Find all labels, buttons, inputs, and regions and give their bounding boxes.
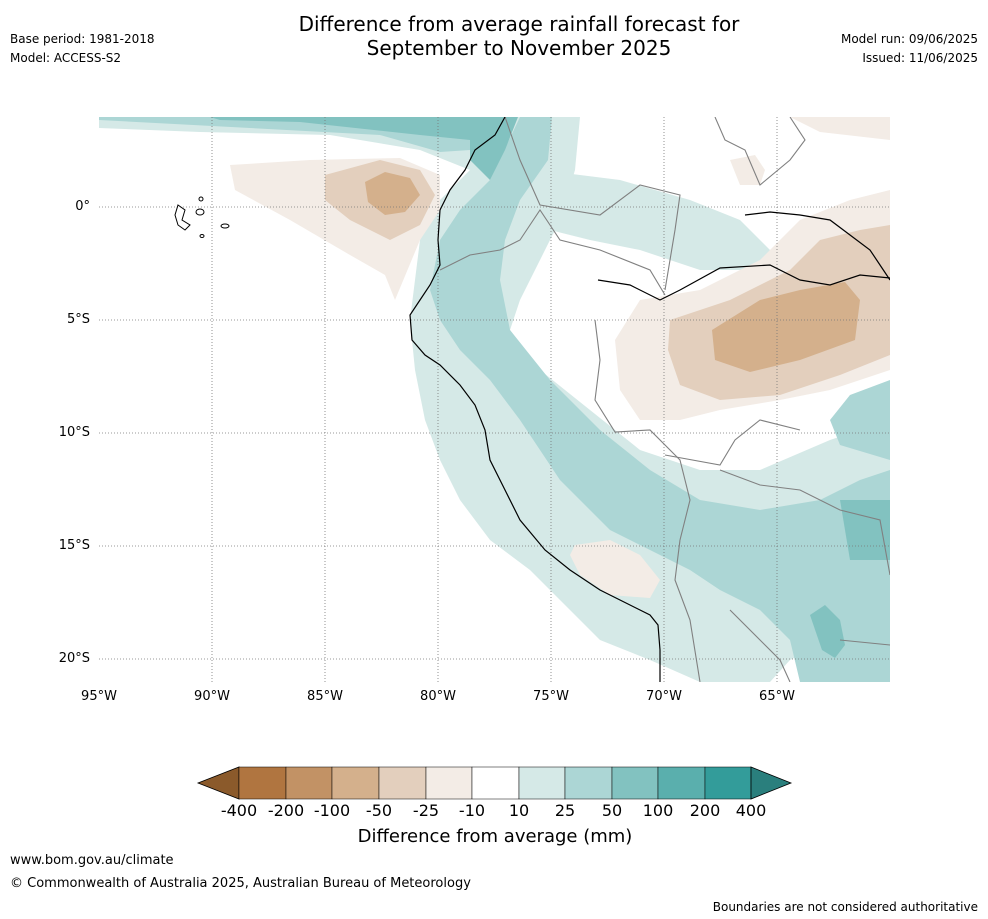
- colorbar-bin: [331, 766, 380, 800]
- island-isabela: [174, 204, 191, 231]
- colorbar-bin: [657, 766, 706, 800]
- issued-date: Issued: 11/06/2025: [862, 51, 978, 65]
- lat-label-0: 0°: [75, 199, 90, 214]
- footer-disclaimer: Boundaries are not considered authoritat…: [712, 900, 978, 914]
- colorbar-bin: [238, 766, 287, 800]
- lon-label-95w: 95°W: [81, 689, 117, 704]
- model-run: Model run: 09/06/2025: [840, 32, 978, 46]
- contour-north-dark-patch: [470, 117, 518, 180]
- border-north: [714, 117, 806, 186]
- graticule: [99, 117, 890, 682]
- contour-se-dark-patch: [840, 500, 890, 560]
- island-san-cristobal: [220, 223, 230, 229]
- contour-south-dry: [570, 540, 660, 598]
- meta-right: Model run: 09/06/2025 Issued: 11/06/2025: [841, 32, 978, 70]
- colorbar-tick: -10: [458, 801, 486, 820]
- contour-south-dark-patch: [810, 605, 845, 658]
- contour-west-dry-inner: [365, 172, 420, 215]
- contour-east-dry-inner: [712, 282, 860, 372]
- colorbar-bin: [378, 766, 427, 800]
- lat-label-5s: 5°S: [66, 312, 90, 327]
- colorbar: [196, 766, 793, 800]
- galapagos-islands: [174, 196, 230, 238]
- colorbar-tick: -100: [313, 801, 351, 820]
- title-line-2: September to November 2025: [366, 36, 672, 60]
- border-peru-bolivia: [664, 419, 801, 466]
- border-bolivia-chile: [674, 539, 701, 682]
- contour-ne-light: [540, 170, 770, 270]
- coast-river: [597, 264, 890, 301]
- colorbar-tick: 50: [601, 801, 623, 820]
- border-bolivia-paraguay: [729, 609, 791, 682]
- coastline: [409, 117, 890, 682]
- colorbar-tick: -400: [220, 801, 258, 820]
- colorbar-bin: [285, 766, 333, 800]
- base-period: Base period: 1981-2018: [10, 32, 155, 46]
- colorbar-tick: 200: [689, 801, 721, 820]
- colorbar-tick: 400: [735, 801, 767, 820]
- colorbar-tick: 10: [508, 801, 530, 820]
- colorbar-label: Difference from average (mm): [357, 826, 633, 847]
- border-guiana: [839, 639, 890, 646]
- contour-corridor-mid: [430, 117, 890, 682]
- footer-copyright: © Commonwealth of Australia 2025, Austra…: [10, 876, 471, 891]
- border-bolivia-brazil: [719, 469, 890, 576]
- title-line-1: Difference from average rainfall forecas…: [298, 12, 740, 36]
- colorbar-tick: -200: [267, 801, 305, 820]
- footer-url: www.bom.gov.au/climate: [10, 853, 174, 868]
- lon-label-75w: 75°W: [533, 689, 569, 704]
- lon-label-70w: 70°W: [646, 689, 682, 704]
- coast-amazon: [744, 211, 890, 281]
- colorbar-bin: [471, 766, 520, 800]
- colorbar-extend-low: [196, 766, 240, 800]
- colorbar-tick: 25: [554, 801, 576, 820]
- map-area: [99, 117, 890, 682]
- colorbar-tick: -25: [412, 801, 440, 820]
- lon-label-65w: 65°W: [759, 689, 795, 704]
- border-peru-brazil: [594, 319, 691, 541]
- lon-label-90w: 90°W: [194, 689, 230, 704]
- lat-label-15s: 15°S: [58, 538, 90, 553]
- contour-east-mid: [830, 380, 890, 460]
- contour-north-dark: [210, 117, 470, 140]
- colorbar-bin: [518, 766, 566, 800]
- border-colombia-venezuela: [504, 117, 681, 291]
- colorbar-bin: [704, 766, 752, 800]
- colorbar-bin: [425, 766, 473, 800]
- island-floreana: [199, 234, 205, 238]
- colorbar-bin: [564, 766, 613, 800]
- colorbar-bin: [611, 766, 659, 800]
- colorbar-tick: 100: [642, 801, 674, 820]
- map-title: Difference from average rainfall forecas…: [194, 12, 844, 60]
- model-name: Model: ACCESS-S2: [10, 51, 122, 65]
- meta-left: Base period: 1981-2018 Model: ACCESS-S2: [10, 32, 155, 70]
- lon-label-85w: 85°W: [307, 689, 343, 704]
- colorbar-extend-high: [750, 766, 793, 800]
- lon-label-80w: 80°W: [420, 689, 456, 704]
- country-borders: [439, 117, 890, 682]
- border-colombia-ecuador: [439, 209, 666, 296]
- contour-ne-dry: [790, 117, 890, 140]
- island-santa-cruz: [195, 208, 205, 216]
- lat-label-10s: 10°S: [58, 425, 90, 440]
- lat-label-20s: 20°S: [58, 651, 90, 666]
- colorbar-tick: -50: [365, 801, 393, 820]
- island-genovesa: [198, 196, 204, 202]
- coast-pacific: [409, 117, 661, 682]
